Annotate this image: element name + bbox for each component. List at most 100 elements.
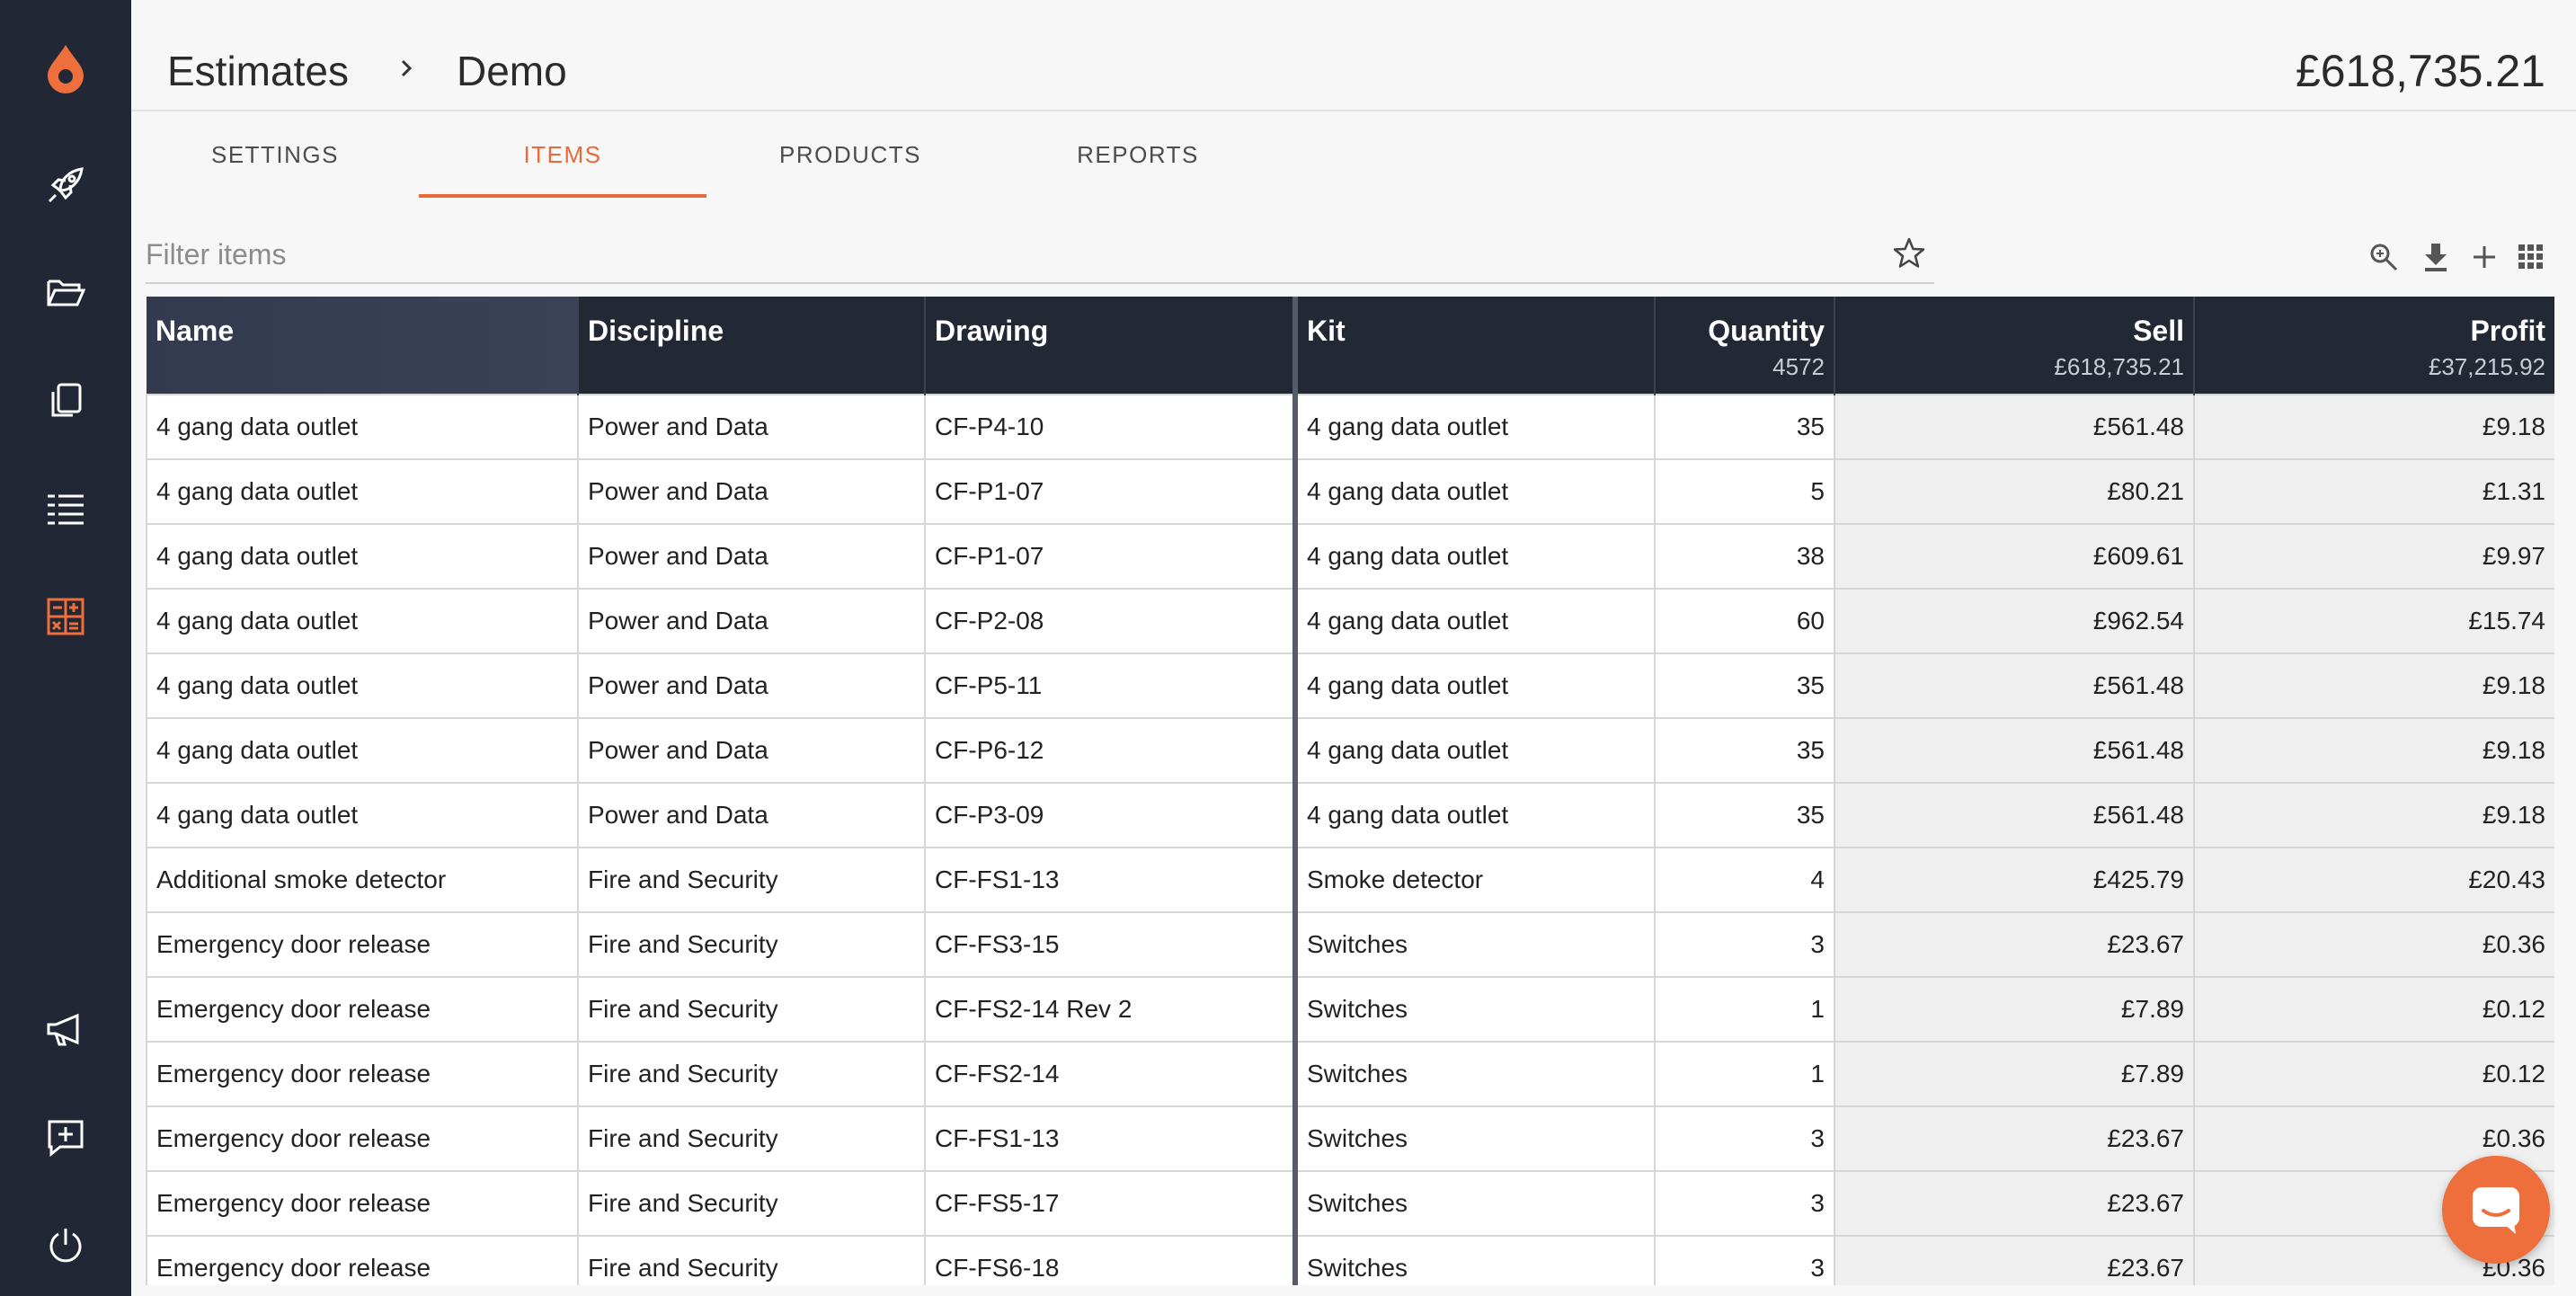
cell-kit[interactable]: Switches xyxy=(1292,1170,1656,1237)
column-header-discipline[interactable]: Discipline xyxy=(578,297,926,395)
cell-name[interactable]: 4 gang data outlet xyxy=(146,458,579,525)
cell-name[interactable]: 4 gang data outlet xyxy=(146,394,579,460)
cell-name[interactable]: Emergency door release xyxy=(146,1105,579,1172)
download-icon[interactable] xyxy=(2418,239,2454,275)
rocket-icon[interactable] xyxy=(30,149,102,221)
cell-drawing[interactable]: CF-P2-08 xyxy=(924,588,1296,654)
table-row[interactable]: Emergency door release Fire and Security C… xyxy=(146,1235,2554,1285)
cell-discipline[interactable]: Fire and Security xyxy=(577,847,926,913)
cell-kit[interactable]: 4 gang data outlet xyxy=(1292,782,1656,848)
cell-sell[interactable]: £23.67 xyxy=(1834,1170,2195,1237)
column-header-sell[interactable]: Sell £618,735.21 xyxy=(1834,297,2195,395)
cell-kit[interactable]: Smoke detector xyxy=(1292,847,1656,913)
feedback-icon[interactable] xyxy=(30,1102,102,1174)
cell-name[interactable]: 4 gang data outlet xyxy=(146,717,579,784)
cell-name[interactable]: 4 gang data outlet xyxy=(146,652,579,719)
cell-profit[interactable]: £9.18 xyxy=(2193,717,2554,784)
cell-quantity[interactable]: 5 xyxy=(1654,458,1835,525)
cell-sell[interactable]: £80.21 xyxy=(1834,458,2195,525)
cell-discipline[interactable]: Power and Data xyxy=(577,523,926,590)
cell-drawing[interactable]: CF-FS2-14 xyxy=(924,1041,1296,1107)
list-icon[interactable] xyxy=(30,473,102,545)
cell-name[interactable]: 4 gang data outlet xyxy=(146,523,579,590)
column-header-profit[interactable]: Profit £37,215.92 xyxy=(2194,297,2554,395)
cell-discipline[interactable]: Fire and Security xyxy=(577,1105,926,1172)
cell-drawing[interactable]: CF-FS1-13 xyxy=(924,1105,1296,1172)
cell-kit[interactable]: 4 gang data outlet xyxy=(1292,717,1656,784)
logo-drop-icon[interactable] xyxy=(30,32,102,104)
cell-name[interactable]: Additional smoke detector xyxy=(146,847,579,913)
tab-products[interactable]: PRODUCTS xyxy=(779,140,921,168)
column-header-kit[interactable]: Kit xyxy=(1292,297,1656,395)
cell-profit[interactable]: £0.36 xyxy=(2193,911,2554,978)
cell-discipline[interactable]: Power and Data xyxy=(577,458,926,525)
cell-sell[interactable]: £561.48 xyxy=(1834,782,2195,848)
cell-kit[interactable]: 4 gang data outlet xyxy=(1292,588,1656,654)
cell-discipline[interactable]: Fire and Security xyxy=(577,1041,926,1107)
table-row[interactable]: 4 gang data outlet Power and Data CF-P4-10… xyxy=(146,394,2554,460)
filter-input[interactable] xyxy=(146,228,1853,280)
cell-kit[interactable]: Switches xyxy=(1292,1235,1656,1285)
megaphone-icon[interactable] xyxy=(30,994,102,1066)
cell-sell[interactable]: £23.67 xyxy=(1834,911,2195,978)
cell-drawing[interactable]: CF-FS3-15 xyxy=(924,911,1296,978)
cell-drawing[interactable]: CF-FS2-14 Rev 2 xyxy=(924,976,1296,1043)
cell-profit[interactable]: £9.18 xyxy=(2193,782,2554,848)
copy-icon[interactable] xyxy=(30,365,102,437)
cell-sell[interactable]: £609.61 xyxy=(1834,523,2195,590)
cell-name[interactable]: 4 gang data outlet xyxy=(146,782,579,848)
cell-discipline[interactable]: Power and Data xyxy=(577,588,926,654)
cell-kit[interactable]: Switches xyxy=(1292,976,1656,1043)
table-row[interactable]: Emergency door release Fire and Security C… xyxy=(146,976,2554,1043)
breadcrumb-estimates[interactable]: Estimates xyxy=(167,48,349,94)
cell-kit[interactable]: Switches xyxy=(1292,1041,1656,1107)
table-row[interactable]: Emergency door release Fire and Security C… xyxy=(146,1170,2554,1237)
cell-discipline[interactable]: Fire and Security xyxy=(577,976,926,1043)
folder-icon[interactable] xyxy=(30,257,102,329)
cell-kit[interactable]: Switches xyxy=(1292,911,1656,978)
cell-name[interactable]: Emergency door release xyxy=(146,911,579,978)
cell-profit[interactable]: £20.43 xyxy=(2193,847,2554,913)
cell-name[interactable]: Emergency door release xyxy=(146,1235,579,1285)
cell-name[interactable]: 4 gang data outlet xyxy=(146,588,579,654)
cell-quantity[interactable]: 3 xyxy=(1654,1235,1835,1285)
cell-kit[interactable]: 4 gang data outlet xyxy=(1292,523,1656,590)
cell-name[interactable]: Emergency door release xyxy=(146,1170,579,1237)
table-row[interactable]: 4 gang data outlet Power and Data CF-P2-08… xyxy=(146,588,2554,654)
cell-quantity[interactable]: 3 xyxy=(1654,1170,1835,1237)
cell-drawing[interactable]: CF-FS1-13 xyxy=(924,847,1296,913)
table-row[interactable]: 4 gang data outlet Power and Data CF-P6-12… xyxy=(146,717,2554,784)
tab-settings[interactable]: SETTINGS xyxy=(210,140,339,168)
cell-quantity[interactable]: 1 xyxy=(1654,976,1835,1043)
table-row[interactable]: 4 gang data outlet Power and Data CF-P5-11… xyxy=(146,652,2554,719)
cell-discipline[interactable]: Fire and Security xyxy=(577,1235,926,1285)
cell-profit[interactable]: £0.12 xyxy=(2193,976,2554,1043)
table-row[interactable]: 4 gang data outlet Power and Data CF-P1-07… xyxy=(146,523,2554,590)
cell-discipline[interactable]: Power and Data xyxy=(577,717,926,784)
table-row[interactable]: Emergency door release Fire and Security C… xyxy=(146,1105,2554,1172)
cell-quantity[interactable]: 35 xyxy=(1654,652,1835,719)
table-row[interactable]: Emergency door release Fire and Security C… xyxy=(146,911,2554,978)
cell-profit[interactable]: £9.18 xyxy=(2193,394,2554,460)
cell-sell[interactable]: £23.67 xyxy=(1834,1235,2195,1285)
cell-quantity[interactable]: 1 xyxy=(1654,1041,1835,1107)
cell-quantity[interactable]: 60 xyxy=(1654,588,1835,654)
cell-sell[interactable]: £561.48 xyxy=(1834,394,2195,460)
cell-quantity[interactable]: 35 xyxy=(1654,394,1835,460)
column-header-drawing[interactable]: Drawing xyxy=(925,297,1296,395)
cell-quantity[interactable]: 35 xyxy=(1654,717,1835,784)
column-header-quantity[interactable]: Quantity 4572 xyxy=(1655,297,1835,395)
cell-profit[interactable]: £9.97 xyxy=(2193,523,2554,590)
column-header-name[interactable]: Name xyxy=(147,297,579,395)
cell-discipline[interactable]: Power and Data xyxy=(577,652,926,719)
star-icon[interactable] xyxy=(1891,235,1927,271)
cell-discipline[interactable]: Power and Data xyxy=(577,394,926,460)
cell-sell[interactable]: £962.54 xyxy=(1834,588,2195,654)
cell-quantity[interactable]: 35 xyxy=(1654,782,1835,848)
cell-drawing[interactable]: CF-FS5-17 xyxy=(924,1170,1296,1237)
power-icon[interactable] xyxy=(30,1210,102,1282)
cell-kit[interactable]: 4 gang data outlet xyxy=(1292,458,1656,525)
cell-sell[interactable]: £7.89 xyxy=(1834,1041,2195,1107)
cell-discipline[interactable]: Fire and Security xyxy=(577,911,926,978)
table-row[interactable]: Additional smoke detector Fire and Securi… xyxy=(146,847,2554,913)
